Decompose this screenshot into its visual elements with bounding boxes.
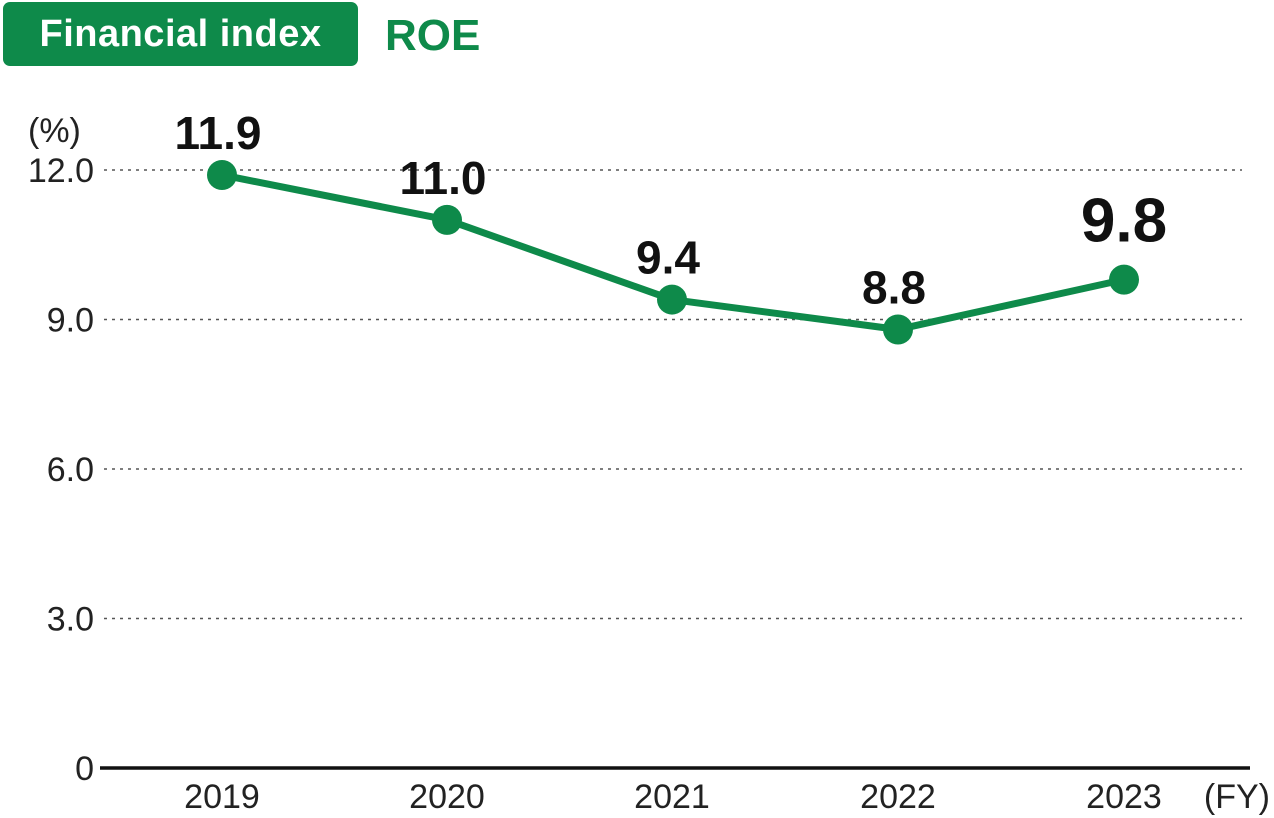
x-tick-label-2019: 2019 — [184, 778, 260, 816]
chart-title: ROE — [385, 11, 481, 60]
data-point-2021 — [657, 284, 687, 315]
y-tick-label-3.0: 3.0 — [47, 601, 94, 639]
data-label-2019: 11.9 — [175, 107, 262, 159]
data-point-2022 — [883, 314, 913, 345]
data-label-2021: 9.4 — [636, 232, 700, 284]
axes: 0 3.0 6.0 9.0 12.0(%) 2019 2020 2021 2022 2023 (FY… — [28, 112, 1270, 816]
y-tick-label-6.0: 6.0 — [47, 451, 94, 489]
y-tick-label-12.0: 12.0 — [28, 152, 94, 190]
financial-index-badge: Financial index — [3, 2, 358, 66]
data-label-2022: 8.8 — [862, 261, 926, 313]
data-label-2020: 11.0 — [400, 152, 487, 204]
x-tick-label-2022: 2022 — [860, 778, 936, 816]
x-tick-label-2021: 2021 — [634, 778, 710, 816]
roe-series — [207, 159, 1139, 345]
data-labels: 11.9 11.0 9.4 8.8 9.8 — [175, 107, 1168, 313]
y-tick-label-9.0: 9.0 — [47, 302, 94, 340]
x-axis-unit-label: (FY) — [1204, 778, 1270, 816]
data-point-2019 — [207, 159, 237, 190]
x-tick-label-2020: 2020 — [409, 778, 485, 816]
y-tick-label-0: 0 — [75, 750, 94, 788]
y-axis-unit-label: (%) — [28, 112, 81, 150]
gridlines — [104, 169, 1242, 620]
x-tick-label-2023: 2023 — [1086, 778, 1162, 816]
data-label-2023: 9.8 — [1081, 187, 1167, 256]
data-point-2023 — [1109, 264, 1139, 295]
data-point-2020 — [432, 204, 462, 235]
